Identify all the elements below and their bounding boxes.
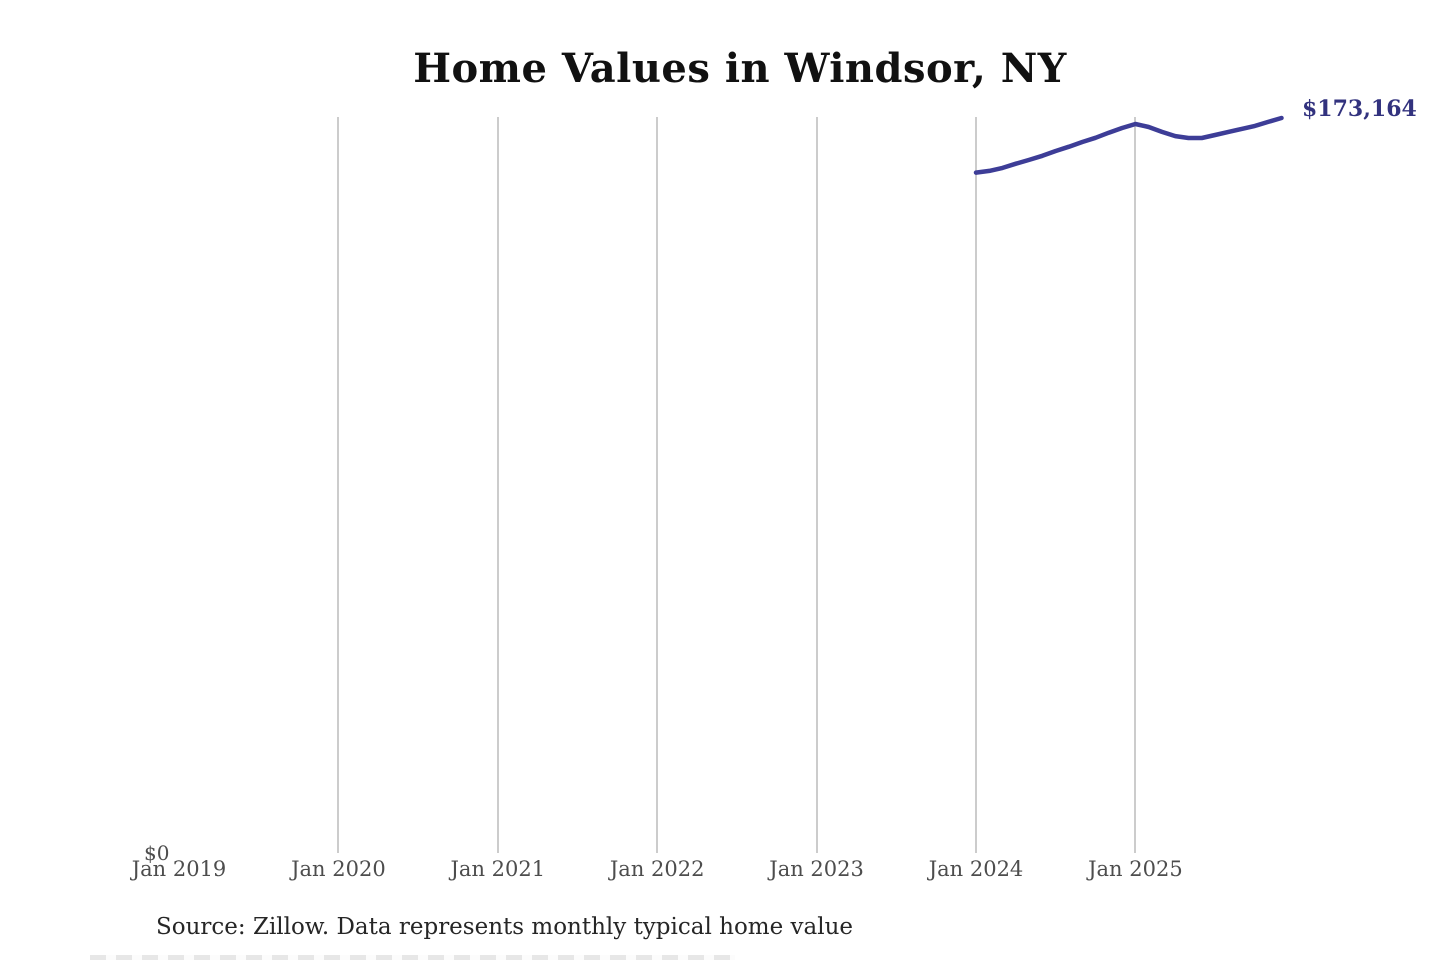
- x-axis-label: Jan 2023: [769, 857, 864, 881]
- page-title: Home Values in Windsor, NY: [413, 45, 1067, 92]
- x-axis-label: Jan 2024: [928, 857, 1024, 881]
- end-value-label: $173,164: [1302, 96, 1417, 122]
- trend-line: [973, 115, 1284, 175]
- y-axis-zero-label: $0: [144, 841, 170, 865]
- gridline: [656, 117, 659, 853]
- cropped-bottom-strip: [90, 955, 735, 960]
- gridline: [975, 117, 977, 853]
- source-note: Source: Zillow. Data represents monthly …: [156, 914, 854, 940]
- x-axis-label: Jan 2021: [450, 857, 546, 881]
- gridline: [337, 117, 340, 853]
- x-axis-label: Jan 2025: [1088, 857, 1183, 881]
- x-axis-label: Jan 2022: [609, 857, 705, 881]
- x-axis-label: Jan 2019: [131, 857, 227, 881]
- gridline: [1134, 117, 1137, 853]
- gridline: [496, 117, 499, 853]
- x-axis-label: Jan 2020: [291, 857, 386, 881]
- gridline: [815, 117, 818, 853]
